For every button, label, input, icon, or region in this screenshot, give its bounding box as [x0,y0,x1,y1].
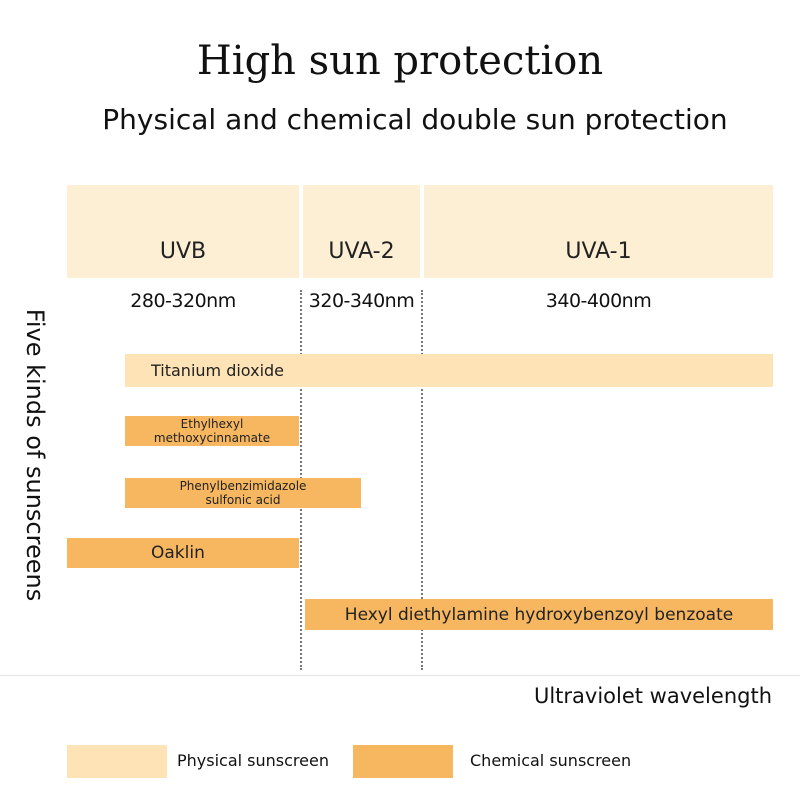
band-range: 320-340nm [308,290,415,312]
subtitle: Physical and chemical double sun protect… [102,103,728,136]
legend-swatch [67,745,167,778]
band-range: 280-320nm [130,290,236,312]
ingredient-bar: Ethylhexyl methoxycinnamate [125,416,299,446]
band-header: UVB [67,185,299,278]
y-axis-label: Five kinds of sunscreens [21,308,49,602]
title: High sun protection [196,38,604,84]
ingredient-bar: Titanium dioxide [125,354,773,387]
band-range: 340-400nm [545,290,652,312]
legend-label: Physical sunscreen [177,751,329,770]
ingredient-bar: Phenylbenzimidazole sulfonic acid [125,478,361,508]
divider [421,290,423,670]
band-header: UVA-2 [303,185,420,278]
legend-swatch [353,745,453,778]
x-axis [0,675,800,676]
ingredient-bar: Oaklin [67,538,299,568]
x-axis-label: Ultraviolet wavelength [533,684,772,708]
ingredient-bar: Hexyl diethylamine hydroxybenzoyl benzoa… [305,599,773,630]
legend-label: Chemical sunscreen [470,751,632,770]
band-header: UVA-1 [424,185,773,278]
